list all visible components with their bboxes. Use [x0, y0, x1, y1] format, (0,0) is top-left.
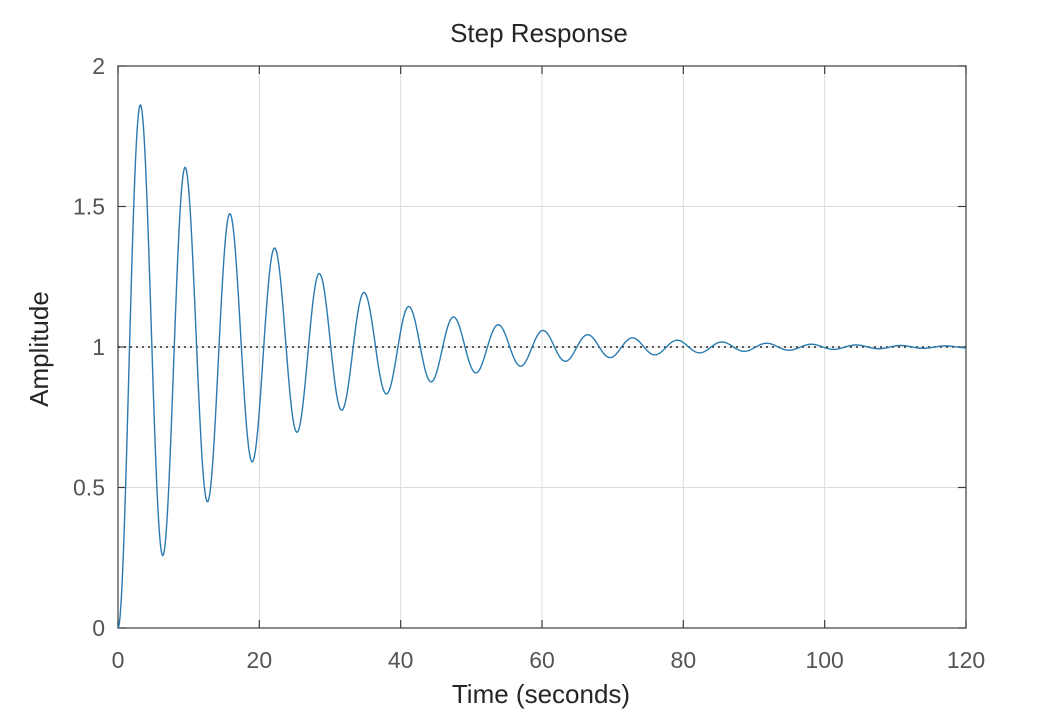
y-tick-label: 2: [92, 53, 105, 79]
y-tick-label: 0: [92, 615, 105, 641]
x-tick-label: 20: [247, 647, 273, 673]
x-tick-label: 40: [388, 647, 414, 673]
x-tick-label: 0: [112, 647, 125, 673]
x-tick-label: 60: [529, 647, 555, 673]
chart-title: Step Response: [450, 18, 628, 48]
x-tick-label: 100: [805, 647, 843, 673]
x-tick-label: 80: [671, 647, 697, 673]
x-axis-label: Time (seconds): [452, 679, 630, 709]
y-axis-label: Amplitude: [24, 291, 54, 407]
x-tick-label: 120: [947, 647, 985, 673]
y-tick-label: 1.5: [73, 194, 105, 220]
tick-labels: 0 20 40 60 80 100 120 0 0.5 1 1.5 2: [73, 53, 985, 673]
y-tick-label: 1: [92, 334, 105, 360]
step-response-line: [117, 104, 967, 629]
y-tick-label: 0.5: [73, 475, 105, 501]
